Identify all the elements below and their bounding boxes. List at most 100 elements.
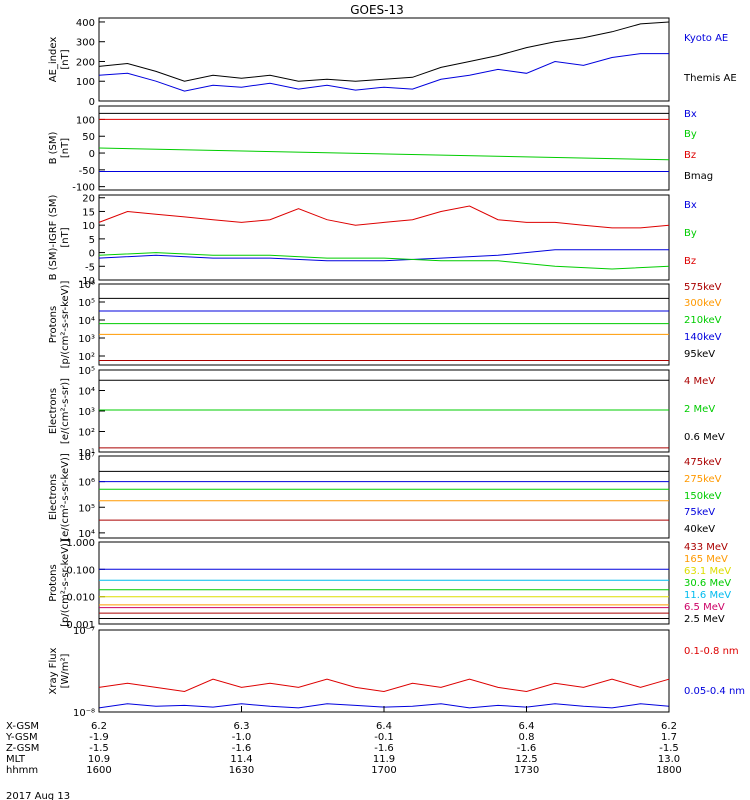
y-tick-label: 20	[82, 194, 95, 205]
legend-entry: 433 MeV	[684, 542, 728, 553]
time-row-value: 1.7	[661, 732, 677, 743]
time-row-value: -1.0	[232, 732, 252, 743]
time-row-value: 1600	[86, 765, 111, 776]
legend-entry: 0.1-0.8 nm	[684, 646, 739, 657]
y-axis-unit: [e/(cm²-s-sr-keV)]	[60, 453, 71, 541]
y-tick-label: 10⁵	[78, 298, 95, 309]
time-row-value: 6.4	[519, 721, 535, 732]
y-tick-label: -100	[72, 183, 95, 194]
y-tick-label: 10²	[78, 352, 95, 363]
legend-entry: 2 MeV	[684, 404, 715, 415]
y-tick-label: 400	[76, 18, 95, 29]
panel-frame	[98, 541, 670, 625]
time-row-value: 13.0	[658, 754, 680, 765]
legend-entry: 40keV	[684, 524, 715, 535]
panel-frame	[98, 455, 670, 539]
time-row-value: -1.5	[659, 743, 679, 754]
y-axis-label: Xray Flux	[48, 647, 59, 694]
y-axis-label: Protons	[48, 564, 59, 601]
y-tick-label: 10⁴	[78, 387, 95, 398]
legend-entry: 575keV	[684, 282, 722, 293]
y-tick-label: 10³	[78, 334, 95, 345]
time-row-value: 1730	[514, 765, 539, 776]
legend-entry: 150keV	[684, 491, 722, 502]
legend-entry: Bmag	[684, 171, 713, 182]
legend-entry: Bx	[684, 109, 697, 120]
time-row-value: 11.4	[230, 754, 252, 765]
legend-entry: 275keV	[684, 474, 722, 485]
time-row-value: 1700	[371, 765, 396, 776]
time-row-label: X-GSM	[6, 721, 39, 732]
series-line	[98, 678, 670, 693]
time-row-value: -1.6	[374, 743, 394, 754]
legend-entry: 30.6 MeV	[684, 578, 731, 589]
y-tick-label: 10	[82, 221, 95, 232]
legend-entry: Themis AE	[683, 73, 737, 84]
legend-entry: Bz	[684, 150, 696, 161]
legend-entry: 140keV	[684, 332, 722, 343]
y-tick-label: -5	[85, 262, 95, 273]
time-row-value: 1800	[656, 765, 681, 776]
y-tick-label: 10⁷	[78, 452, 95, 463]
y-axis-label: Electrons	[48, 388, 59, 434]
time-row-value: -1.6	[232, 743, 252, 754]
y-tick-label: 200	[76, 57, 95, 68]
legend-entry: 165 MeV	[684, 554, 728, 565]
y-tick-label: 300	[76, 38, 95, 49]
time-row-label: MLT	[6, 754, 26, 765]
y-axis-unit: [p/(cm²-s-sr-keV)]	[60, 539, 71, 627]
legend-entry: 6.5 MeV	[684, 602, 725, 613]
y-tick-label: -50	[79, 166, 95, 177]
y-tick-label: 10⁵	[78, 503, 95, 514]
legend-entry: 2.5 MeV	[684, 614, 725, 625]
series-line	[98, 252, 670, 270]
y-tick-label: 0.100	[66, 565, 95, 576]
y-tick-label: 50	[82, 132, 95, 143]
time-row-value: 6.4	[376, 721, 392, 732]
y-tick-label: 10⁶	[78, 478, 95, 489]
y-tick-label: 1.000	[66, 538, 95, 549]
y-axis-label: B (SM)-IGRF (SM)	[48, 195, 59, 281]
time-row-value: -1.5	[89, 743, 109, 754]
y-axis-unit: [e/(cm²-s-sr)]	[60, 378, 71, 444]
panel-frame	[98, 629, 670, 713]
time-row-label: Z-GSM	[6, 743, 39, 754]
y-tick-label: 10⁴	[78, 529, 95, 540]
y-tick-label: 0	[89, 97, 95, 108]
y-tick-label: 0	[89, 149, 95, 160]
legend-entry: By	[684, 228, 697, 239]
panel-frame	[98, 283, 670, 366]
time-row-value: 12.5	[515, 754, 537, 765]
time-row-value: 0.8	[519, 732, 535, 743]
legend-entry: 63.1 MeV	[684, 566, 731, 577]
y-axis-label: B (SM)	[48, 131, 59, 164]
y-axis-label: Protons	[48, 306, 59, 343]
y-tick-label: 15	[82, 207, 95, 218]
y-axis-unit: [W/m²]	[60, 653, 71, 688]
series-line	[98, 53, 669, 92]
date-label: 2017 Aug 13	[6, 791, 70, 800]
y-tick-label: 0.010	[66, 593, 95, 604]
legend-entry: Bz	[684, 256, 696, 267]
y-axis-unit: [nT]	[60, 227, 71, 247]
time-row-value: -1.9	[89, 732, 109, 743]
time-row-value: 6.3	[234, 721, 250, 732]
time-row-value: 6.2	[91, 721, 107, 732]
series-line	[98, 249, 669, 262]
panel-frame	[98, 369, 670, 453]
y-tick-label: 0.001	[66, 620, 95, 631]
y-axis-unit: [p/(cm²-s-sr-keV)]	[60, 281, 71, 369]
y-tick-label: 100	[76, 115, 95, 126]
y-tick-label: 10⁶	[78, 280, 95, 291]
legend-entry: 300keV	[684, 298, 722, 309]
time-row-value: -0.1	[374, 732, 394, 743]
y-tick-label: -10	[79, 276, 95, 287]
y-axis-unit: [nT]	[60, 138, 71, 158]
legend-entry: 475keV	[684, 457, 722, 468]
time-row-value: 1630	[229, 765, 254, 776]
panel-frame	[98, 105, 670, 191]
y-tick-label: 10⁵	[78, 366, 95, 377]
series-line	[98, 147, 670, 161]
